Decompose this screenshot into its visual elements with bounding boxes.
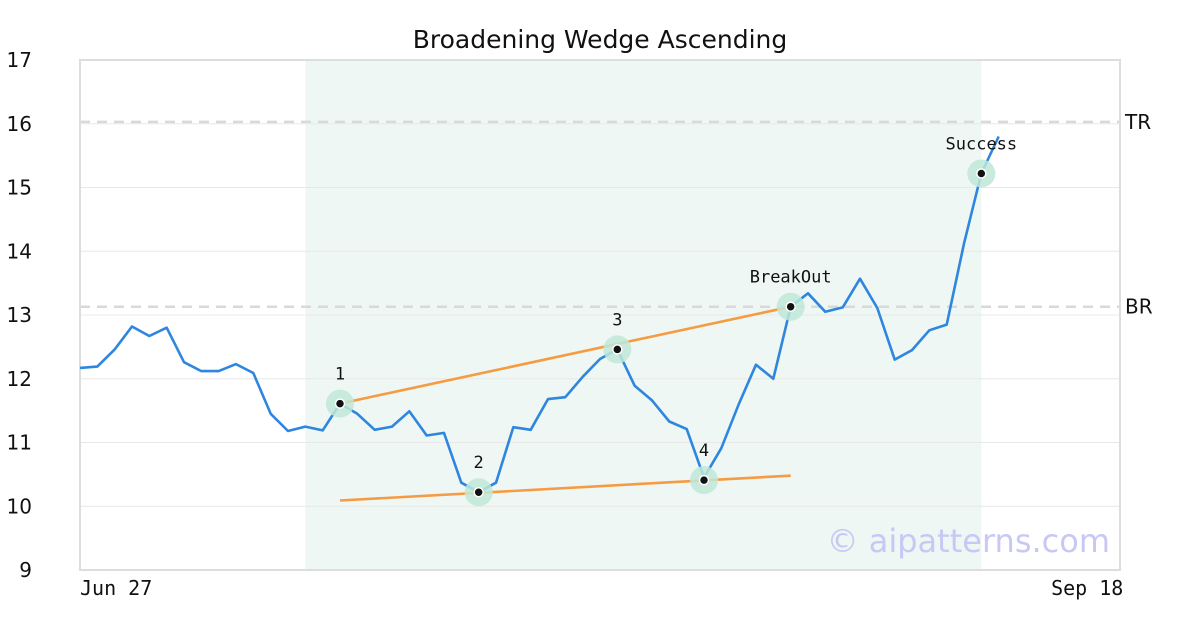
- y-tick-label: 9: [19, 558, 32, 582]
- x-tick-label: Sep 18: [1051, 576, 1123, 600]
- y-tick-label: 10: [7, 494, 32, 518]
- y-tick-label: 14: [7, 239, 32, 263]
- y-tick-label: 17: [7, 48, 32, 72]
- reference-line-label: BR: [1125, 295, 1153, 319]
- x-tick-label: Jun 27: [80, 576, 152, 600]
- y-tick-label: 13: [7, 303, 32, 327]
- x-axis-ticks: Jun 27 Sep 18: [80, 576, 1123, 600]
- gridlines: [80, 123, 1120, 507]
- point-marker: [976, 168, 987, 179]
- plot-frame: [79, 59, 1121, 571]
- point-label: 4: [699, 441, 709, 461]
- point-marker: [612, 344, 623, 355]
- point-label: Success: [946, 134, 1018, 154]
- point-label: 2: [474, 453, 484, 473]
- price-line: [79, 135, 1000, 494]
- y-tick-label: 16: [7, 112, 32, 136]
- y-axis-ticks: 9 10 11 12 13 14 15 16 17: [7, 48, 32, 582]
- point-marker: [334, 398, 346, 409]
- point-label: 1: [335, 365, 345, 385]
- reference-line-label: TR: [1124, 110, 1151, 134]
- y-tick-label: 11: [7, 431, 32, 455]
- trend-line: [339, 305, 791, 405]
- point-marker: [473, 486, 484, 498]
- y-tick-label: 12: [7, 367, 32, 391]
- point-label: 3: [612, 310, 622, 330]
- pattern-points: 1 2 3 4 BreakOut Success: [326, 134, 1018, 507]
- watermark: © aipatterns.com: [827, 522, 1110, 560]
- chart-title: Broadening Wedge Ascending: [413, 25, 788, 54]
- point-marker: [785, 301, 796, 312]
- reference-lines: TR BR: [80, 110, 1153, 319]
- y-tick-label: 15: [7, 176, 32, 200]
- point-marker: [698, 474, 710, 486]
- point-label: BreakOut: [750, 268, 832, 288]
